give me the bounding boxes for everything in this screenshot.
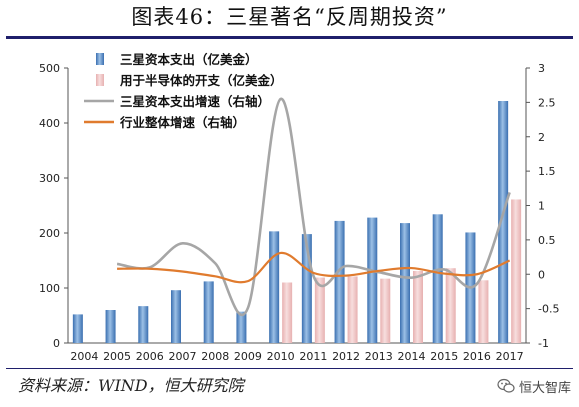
bar-semi: [282, 282, 293, 343]
line-industry-growth: [117, 251, 511, 284]
legend-swatch: [96, 74, 104, 86]
chart-tick-labels: 0 100 200 300 400 500 -1 -0.5 0 0.5 1 1.5 2 2.5 3 2004 2…: [39, 62, 559, 363]
y-right-tick-label: 1: [538, 200, 545, 213]
bar-semi: [347, 276, 358, 343]
bar-capex: [105, 310, 116, 343]
legend-label: 用于半导体的开支（亿美金）: [119, 73, 283, 88]
y-right-tick-label: -0.5: [538, 303, 559, 316]
bar-capex: [236, 311, 247, 343]
x-tick-label: 2011: [299, 350, 327, 363]
bar-capex: [171, 290, 181, 343]
y-left-tick-label: 400: [39, 117, 60, 130]
x-tick-label: 2016: [463, 350, 491, 363]
chart-lines: [116, 97, 511, 317]
bar-capex: [203, 281, 214, 343]
y-right-tick-label: 2.5: [538, 96, 556, 109]
bar-capex: [498, 101, 509, 343]
x-tick-label: 2006: [136, 350, 164, 363]
bar-capex: [432, 214, 443, 343]
x-tick-label: 2010: [267, 350, 295, 363]
bar-semi: [380, 278, 391, 343]
title-rule: [6, 36, 573, 39]
chart-axes: [64, 67, 530, 344]
y-right-tick-label: -1: [538, 337, 549, 350]
y-left-tick-label: 100: [39, 282, 60, 295]
x-tick-label: 2009: [234, 350, 262, 363]
bar-capex: [301, 234, 312, 343]
x-tick-label: 2015: [430, 350, 458, 363]
bar-semi: [413, 270, 423, 343]
chart-legend: 三星资本支出（亿美金） 用于半导体的开支（亿美金） 三星资本支出增速（右轴） 行业整体…: [84, 52, 283, 130]
bar-capex: [334, 220, 345, 343]
x-tick-label: 2013: [365, 350, 393, 363]
watermark-text: 恒大智库: [518, 380, 571, 396]
x-tick-label: 2007: [169, 350, 197, 363]
bar-semi: [445, 268, 456, 343]
watermark-badge: 恒大智库: [497, 375, 571, 397]
x-tick-label: 2005: [103, 350, 131, 363]
legend-swatch: [96, 53, 104, 65]
y-right-tick-label: 3: [538, 62, 545, 75]
bar-capex: [269, 231, 280, 343]
bar-semi: [478, 280, 489, 343]
chart-area: 0 100 200 300 400 500 -1 -0.5 0 0.5 1 1.5 2 2.5 3 2004 2…: [39, 52, 559, 363]
y-right-tick-label: 0: [538, 268, 545, 281]
bar-semi: [314, 277, 325, 343]
legend-label: 三星资本支出增速（右轴）: [120, 94, 270, 109]
x-tick-label: 2004: [70, 350, 98, 363]
bar-capex: [72, 314, 83, 343]
line-samsung-growth: [116, 97, 511, 317]
bar-capex: [367, 217, 378, 343]
y-left-tick-label: 300: [39, 172, 60, 185]
x-tick-label: 2008: [201, 350, 229, 363]
bar-semi: [511, 199, 522, 343]
y-right-tick-label: 0.5: [538, 234, 556, 247]
y-right-tick-label: 1.5: [538, 165, 556, 178]
legend-label: 三星资本支出（亿美金）: [120, 52, 258, 67]
footer-rule: [6, 368, 573, 369]
x-tick-label: 2012: [332, 350, 360, 363]
y-right-tick-label: 2: [538, 131, 545, 144]
bar-capex: [138, 306, 149, 343]
y-left-tick-label: 500: [39, 62, 60, 75]
wechat-icon: [497, 378, 515, 393]
y-left-tick-label: 200: [39, 227, 60, 240]
bar-capex: [400, 223, 410, 343]
source-note: 资料来源：WIND，恒大研究院: [18, 376, 244, 395]
x-tick-label: 2017: [496, 350, 524, 363]
chart-title: 图表46：三星著名“反周期投资”: [131, 5, 448, 29]
legend-label: 行业整体增速（右轴）: [119, 115, 245, 130]
chart-bars: [72, 101, 522, 343]
y-left-tick-label: 0: [53, 337, 60, 350]
x-tick-label: 2014: [398, 350, 426, 363]
